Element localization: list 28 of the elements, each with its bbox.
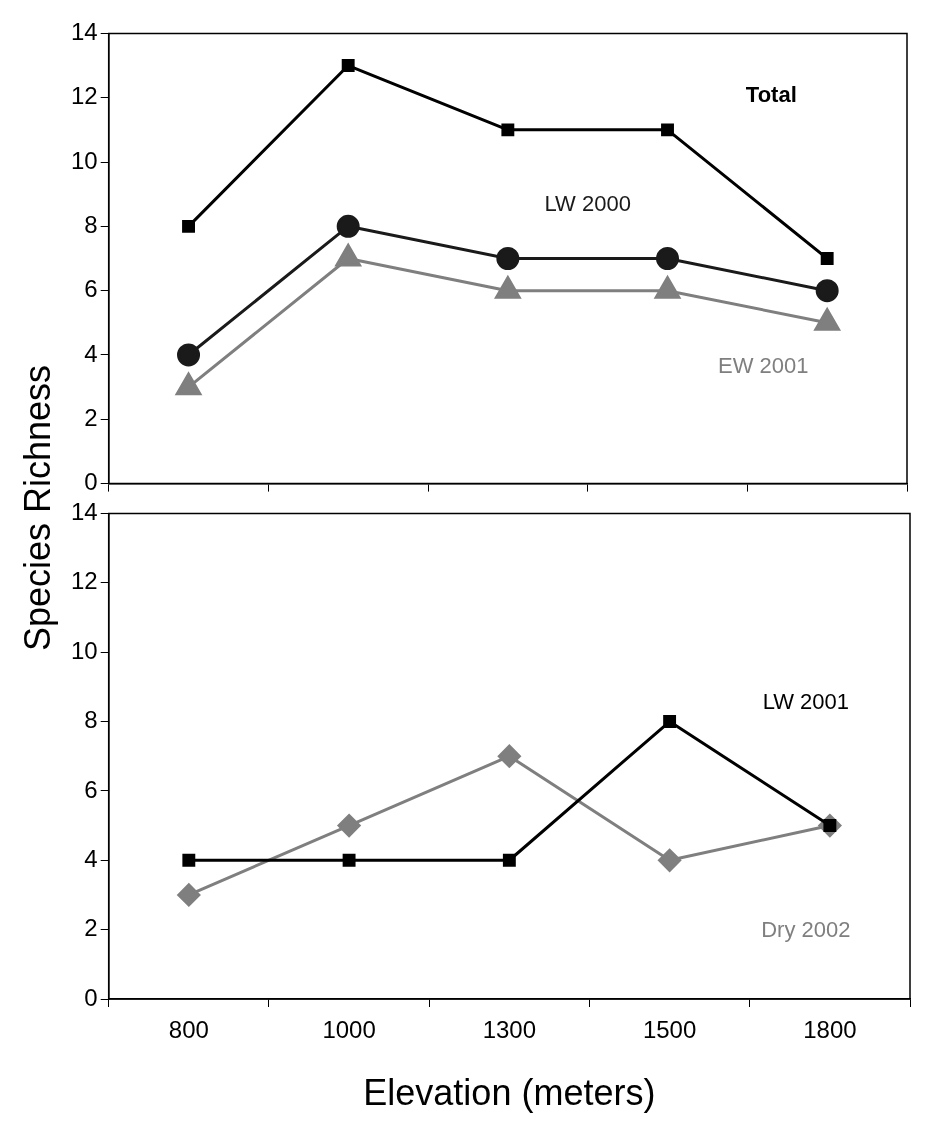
y-tick-label: 14 — [70, 18, 98, 46]
y-tick-label: 4 — [84, 339, 98, 367]
y-tick-label: 10 — [70, 146, 98, 174]
y-tick-label: 10 — [70, 636, 98, 664]
text: Dry 2002 — [761, 917, 851, 943]
x-tick-label: 800 — [168, 1016, 209, 1044]
x-axis-title: Elevation (meters) — [363, 1072, 656, 1114]
text: LW 2001 — [762, 688, 850, 714]
y-tick-label: 6 — [84, 275, 98, 303]
x-tick-label: 1500 — [642, 1016, 697, 1044]
y-axis-title: Species Richness — [17, 364, 59, 652]
y-tick-label: 12 — [70, 567, 98, 595]
y-tick-label: 2 — [84, 403, 98, 431]
y-tick-label: 4 — [84, 844, 98, 872]
y-tick-label: 12 — [70, 82, 98, 110]
x-tick-label: 1000 — [322, 1016, 376, 1044]
y-tick-label: 0 — [84, 468, 98, 496]
y-tick-label: 0 — [84, 983, 98, 1011]
y-tick-label: 8 — [84, 210, 98, 238]
series-label: EW 2001 — [718, 352, 809, 378]
series-label: LW 2000 — [544, 190, 631, 216]
x-tick-label: 1300 — [482, 1016, 537, 1044]
y-tick-label: 8 — [84, 706, 98, 734]
y-tick-label: 6 — [84, 775, 98, 803]
y-tick-label: 2 — [84, 914, 98, 942]
text: Total — [745, 82, 797, 108]
x-tick-label: 1800 — [803, 1016, 857, 1044]
y-tick-label: 14 — [70, 498, 98, 526]
